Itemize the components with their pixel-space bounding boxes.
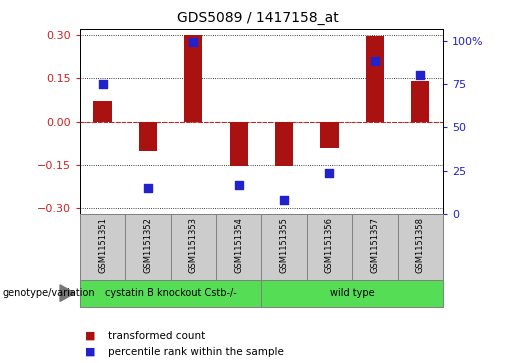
- Bar: [366, 36, 384, 122]
- Text: ■: ■: [85, 347, 99, 357]
- Bar: [139, 122, 157, 151]
- Text: GSM1151352: GSM1151352: [143, 217, 152, 273]
- Point: [189, 40, 197, 45]
- Bar: [93, 101, 112, 122]
- Bar: [230, 122, 248, 167]
- Polygon shape: [60, 285, 75, 301]
- Bar: [411, 81, 430, 122]
- Text: cystatin B knockout Cstb-/-: cystatin B knockout Cstb-/-: [105, 288, 236, 298]
- Point: [325, 170, 334, 175]
- Bar: [275, 122, 293, 167]
- Text: GSM1151351: GSM1151351: [98, 217, 107, 273]
- Text: percentile rank within the sample: percentile rank within the sample: [108, 347, 284, 357]
- Text: transformed count: transformed count: [108, 331, 205, 341]
- Text: GSM1151353: GSM1151353: [189, 217, 198, 273]
- Text: GDS5089 / 1417158_at: GDS5089 / 1417158_at: [177, 11, 338, 25]
- Text: GSM1151357: GSM1151357: [370, 217, 380, 273]
- Bar: [320, 122, 338, 148]
- Point: [234, 182, 243, 188]
- Point: [371, 58, 379, 64]
- Text: genotype/variation: genotype/variation: [3, 288, 95, 298]
- Bar: [184, 35, 202, 122]
- Point: [144, 185, 152, 191]
- Point: [98, 81, 107, 87]
- Text: GSM1151355: GSM1151355: [280, 217, 288, 273]
- Text: wild type: wild type: [330, 288, 374, 298]
- Text: GSM1151358: GSM1151358: [416, 217, 425, 273]
- Text: GSM1151356: GSM1151356: [325, 217, 334, 273]
- Text: ■: ■: [85, 331, 99, 341]
- Point: [416, 73, 424, 78]
- Point: [280, 197, 288, 203]
- Text: GSM1151354: GSM1151354: [234, 217, 243, 273]
